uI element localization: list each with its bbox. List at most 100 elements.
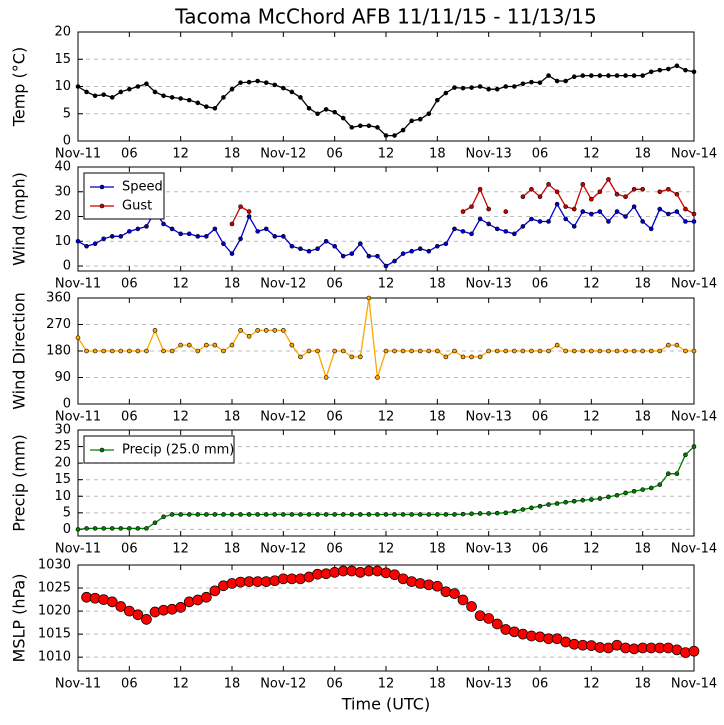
x-tick-label: 18	[224, 677, 241, 692]
data-point	[238, 236, 243, 242]
data-point	[409, 348, 414, 354]
data-point	[546, 73, 551, 78]
data-point	[657, 189, 663, 195]
data-point	[178, 512, 183, 517]
data-point	[135, 226, 141, 232]
data-point	[657, 482, 663, 487]
data-point	[546, 348, 551, 354]
data-point	[366, 295, 372, 301]
data-point	[571, 74, 577, 79]
data-point	[466, 601, 477, 612]
data-point	[186, 512, 192, 517]
x-tick-label: 06	[532, 147, 549, 162]
x-tick-label: 12	[378, 147, 395, 162]
data-point	[640, 487, 645, 492]
data-point	[469, 231, 474, 237]
data-point	[537, 348, 543, 354]
data-point	[503, 84, 509, 89]
chart-title: Tacoma McChord AFB 11/11/15 - 11/13/15	[174, 5, 596, 29]
x-tick-label: Nov-13	[466, 542, 512, 557]
data-point	[614, 348, 620, 354]
data-point	[417, 348, 423, 354]
data-point	[272, 234, 278, 239]
data-point	[640, 186, 645, 192]
y-tick-label: 1020	[38, 604, 71, 619]
data-point	[648, 348, 654, 354]
data-point	[358, 123, 363, 129]
data-point	[178, 231, 183, 237]
data-point	[691, 444, 697, 449]
data-point	[563, 204, 568, 209]
y-tick-label: 40	[54, 160, 71, 175]
data-point	[101, 348, 106, 354]
data-point	[580, 73, 586, 78]
data-point	[178, 96, 183, 101]
data-point	[255, 328, 260, 333]
x-tick-label: 06	[121, 277, 138, 292]
data-point	[169, 512, 175, 517]
data-point	[92, 241, 98, 247]
data-point	[597, 189, 603, 195]
data-point	[246, 209, 252, 214]
data-point	[246, 214, 252, 219]
data-point	[229, 251, 235, 256]
y-axis-label: Precip (mm)	[10, 434, 29, 532]
data-point	[563, 216, 568, 222]
data-point	[486, 348, 491, 354]
data-point	[417, 246, 423, 252]
data-point	[477, 216, 483, 222]
data-point	[229, 221, 235, 227]
y-tick-label: 0	[63, 134, 71, 149]
x-tick-label: 12	[583, 542, 600, 557]
data-point	[554, 201, 560, 207]
data-point	[323, 512, 329, 517]
x-tick-label: 12	[583, 677, 600, 692]
data-point	[452, 512, 457, 517]
data-point	[127, 229, 132, 234]
data-point	[589, 73, 594, 78]
data-point	[209, 585, 221, 597]
data-point	[332, 348, 337, 354]
data-point	[477, 354, 483, 360]
data-point	[623, 348, 628, 354]
data-point	[349, 251, 355, 256]
x-tick-label: 12	[172, 542, 189, 557]
x-tick-label: 06	[121, 410, 138, 425]
data-point	[366, 512, 372, 517]
y-axis-label: Wind Direction	[10, 292, 29, 410]
y-tick-label: 10	[54, 79, 71, 94]
y-tick-label: 1015	[38, 627, 71, 642]
x-tick-label: Nov-12	[260, 147, 306, 162]
x-tick-label: Nov-14	[671, 542, 717, 557]
data-point	[221, 241, 226, 247]
data-point	[529, 79, 534, 85]
data-point	[589, 196, 594, 202]
data-point	[332, 512, 337, 517]
data-point	[563, 499, 568, 505]
data-point	[606, 348, 611, 354]
x-tick-label: 12	[378, 542, 395, 557]
data-point	[106, 596, 118, 608]
data-point	[400, 251, 406, 256]
x-tick-label: Nov-14	[671, 147, 717, 162]
data-point	[306, 106, 312, 111]
plot-frame	[77, 564, 695, 672]
data-point	[92, 348, 98, 354]
data-point	[503, 510, 509, 516]
x-tick-label: 06	[532, 410, 549, 425]
x-tick-label: 18	[224, 542, 241, 557]
data-point	[323, 238, 329, 244]
data-point	[246, 333, 252, 339]
data-point	[469, 511, 474, 517]
data-point	[109, 526, 115, 531]
x-tick-label: Nov-11	[55, 277, 101, 292]
y-tick-label: 25	[54, 439, 71, 454]
data-point	[631, 186, 637, 192]
x-tick-label: 18	[429, 542, 446, 557]
data-point	[135, 84, 141, 89]
data-point	[486, 511, 491, 516]
data-point	[469, 85, 474, 90]
data-point	[272, 328, 278, 333]
data-point	[520, 81, 526, 87]
data-point	[281, 512, 286, 517]
